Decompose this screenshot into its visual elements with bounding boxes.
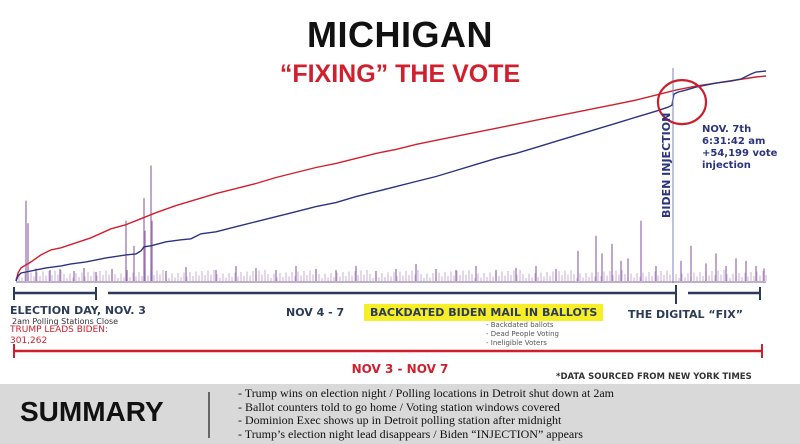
series-line (15, 70, 767, 282)
timeline-brackets (13, 285, 763, 358)
source-note: *DATA SOURCED FROM NEW YORK TIMES (556, 372, 752, 382)
callout-line: 6:31:42 am (702, 136, 766, 147)
summary-item: - Trump’s election night lead disappears… (238, 426, 583, 441)
summary-bar (0, 384, 800, 444)
trump-leads-value: 301,262 (10, 336, 48, 346)
summary-title: SUMMARY (20, 396, 164, 427)
injection-circle (656, 79, 708, 126)
summary-divider (208, 392, 210, 438)
overall-range-text: NOV 3 - NOV 7 (351, 362, 449, 376)
callout-line: NOV. 7th (702, 124, 752, 135)
trump-leads-note: TRUMP LEADS BIDEN: 301,262 (10, 325, 108, 347)
chart-overlay: BIDEN INJECTION (656, 68, 708, 283)
digital-fix-label: THE DIGITAL “FIX” (628, 308, 743, 321)
election-day-label: ELECTION DAY, NOV. 3 (10, 304, 146, 317)
summary-item: - Trump wins on election night / Polling… (238, 386, 614, 400)
summary-list: - Trump wins on election night / Polling… (238, 386, 614, 441)
bullet-item: - Dead People Voting (486, 330, 559, 338)
ballot-spikes (15, 165, 767, 283)
vote-lines (15, 70, 767, 282)
chart-subtitle: “FIXING” THE VOTE (279, 60, 521, 88)
summary-item: - Dominion Exec shows up in Detroit poll… (238, 413, 562, 427)
bullet-item: - Backdated ballots (486, 321, 554, 329)
trump-leads-label: TRUMP LEADS BIDEN: (10, 325, 108, 335)
injection-label: BIDEN INJECTION (660, 113, 673, 218)
callout-line: +54,199 vote (702, 148, 778, 159)
backdated-ballots-highlight: BACKDATED BIDEN MAIL IN BALLOTS (364, 304, 604, 321)
polling-note: 2am Polling Stations Close (12, 317, 119, 326)
callout-line: injection (702, 160, 751, 171)
injection-callout: NOV. 7th 6:31:42 am +54,199 vote injecti… (702, 124, 777, 172)
overall-range-label: NOV 3 - NOV 7 (0, 360, 800, 378)
summary-item: - Ballot counters told to go home / Voti… (238, 399, 560, 414)
chart-title: MICHIGAN (307, 14, 493, 55)
backdated-bullets: - Backdated ballots - Dead People Voting… (486, 321, 559, 348)
series-line (15, 75, 767, 282)
nov-4-7-label: NOV 4 - 7 (286, 306, 345, 319)
bullet-item: - Ineligible Voters (486, 339, 547, 347)
